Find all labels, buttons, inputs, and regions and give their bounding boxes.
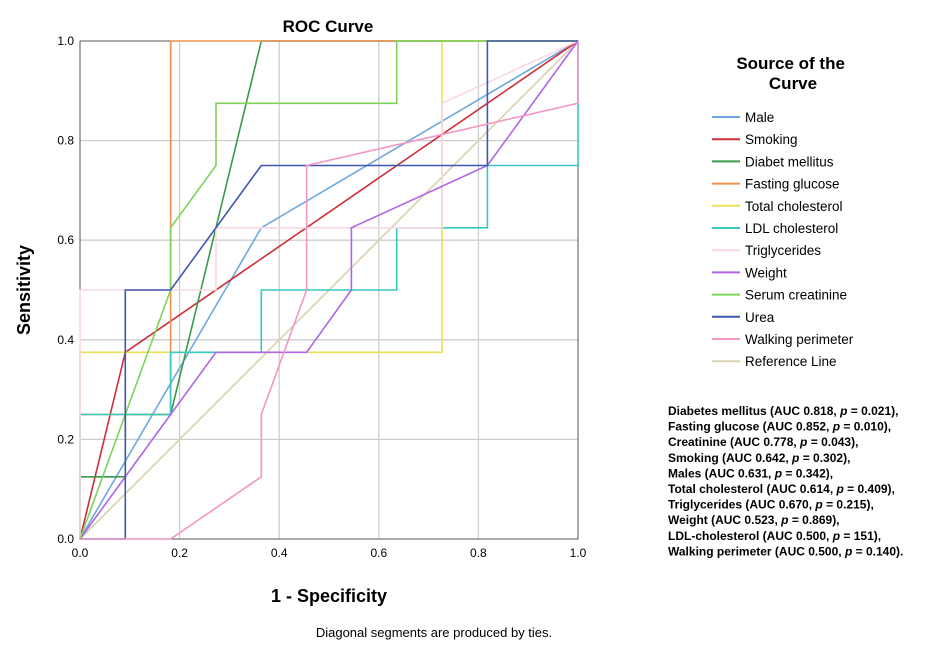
legend-title-line-2: Curve <box>769 74 817 93</box>
series-line-walking-perimeter <box>80 41 579 540</box>
auc-annotation-line: Walking perimeter (AUC 0.500, p = 0.140)… <box>668 544 903 558</box>
series-layer <box>79 40 579 540</box>
y-tick-label: 0.4 <box>57 333 74 347</box>
x-tick-label: 0.2 <box>171 546 188 560</box>
x-tick-label: 0.6 <box>370 546 387 560</box>
legend-label-reference-line: Reference Line <box>745 354 837 369</box>
auc-annotation-line: Triglycerides (AUC 0.670, p = 0.215), <box>668 498 874 512</box>
y-tick-label: 0.8 <box>57 134 74 148</box>
auc-annotation-line: Diabetes mellitus (AUC 0.818, p = 0.021)… <box>668 404 898 418</box>
legend: Male Smoking Diabet mellitus Fasting glucos… <box>712 110 854 369</box>
series-line-weight <box>79 40 579 540</box>
legend-label-urea: Urea <box>745 310 775 325</box>
y-tick-label: 0.6 <box>57 233 74 247</box>
x-tick-label: 1.0 <box>570 546 587 560</box>
tick-labels: 0.0 0.2 0.4 0.6 0.8 1.0 0.0 0.2 0.4 0.6 0.8 1.0 <box>57 34 586 560</box>
legend-label-fasting-glucose: Fasting glucose <box>745 177 840 192</box>
y-tick-label: 0.0 <box>57 532 74 546</box>
x-axis-label: 1 - Specificity <box>271 586 387 606</box>
x-tick-label: 0.0 <box>72 546 89 560</box>
auc-annotation-line: Creatinine (AUC 0.778, p = 0.043), <box>668 435 858 449</box>
y-tick-label: 1.0 <box>57 34 74 48</box>
legend-label-total-cholesterol: Total cholesterol <box>745 199 843 214</box>
legend-label-triglycerides: Triglycerides <box>745 243 821 258</box>
auc-annotation-line: Total cholesterol (AUC 0.614, p = 0.409)… <box>668 482 895 496</box>
series-line-ldl-cholesterol <box>79 41 579 539</box>
legend-label-male: Male <box>745 110 774 125</box>
legend-label-diabet-mellitus: Diabet mellitus <box>745 154 834 169</box>
legend-label-ldl-cholesterol: LDL cholesterol <box>745 221 838 236</box>
x-tick-label: 0.4 <box>271 546 288 560</box>
series-line-urea <box>80 40 578 540</box>
y-axis-label: Sensitivity <box>14 245 34 335</box>
series-line-serum-creatinine <box>79 40 578 540</box>
y-tick-label: 0.2 <box>57 432 74 446</box>
x-tick-label: 0.8 <box>470 546 487 560</box>
legend-label-walking-perimeter: Walking perimeter <box>745 332 854 347</box>
legend-label-smoking: Smoking <box>745 132 798 147</box>
legend-title: Source of the Curve <box>736 54 849 93</box>
legend-label-weight: Weight <box>745 265 787 280</box>
auc-annotation-line: Smoking (AUC 0.642, p = 0.302), <box>668 451 850 465</box>
legend-title-line-1: Source of the <box>736 54 845 73</box>
auc-annotation-line: Fasting glucose (AUC 0.852, p = 0.010), <box>668 420 891 434</box>
footnote: Diagonal segments are produced by ties. <box>316 625 552 640</box>
auc-annotation-line: Males (AUC 0.631, p = 0.342), <box>668 466 833 480</box>
auc-annotation: Diabetes mellitus (AUC 0.818, p = 0.021)… <box>668 404 903 558</box>
chart-title: ROC Curve <box>283 17 374 36</box>
auc-annotation-line: LDL-cholesterol (AUC 0.500, p = 151), <box>668 529 881 543</box>
legend-label-serum-creatinine: Serum creatinine <box>745 288 847 303</box>
auc-annotation-line: Weight (AUC 0.523, p = 0.869), <box>668 513 840 527</box>
